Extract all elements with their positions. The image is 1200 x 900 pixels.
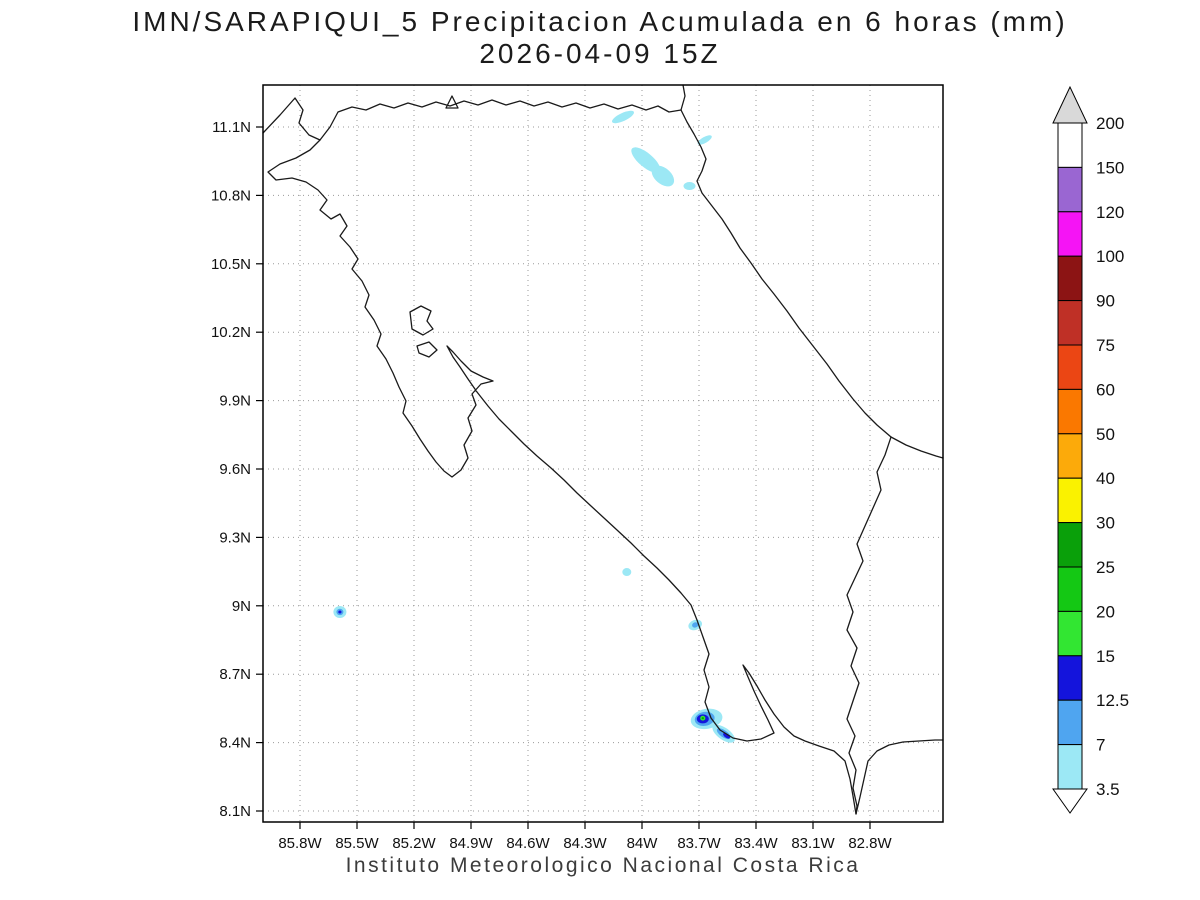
colorbar-level-label: 50 [1096,425,1115,444]
x-tick-label: 85.2W [392,835,436,852]
precip-cell [622,568,632,577]
colorbar-level-label: 75 [1096,336,1115,355]
nicaragua-border-line [262,97,682,141]
colorbar-level-label: 90 [1096,292,1115,311]
precip-cell [611,110,635,124]
y-tick-label: 11.1N [212,119,251,136]
colorbar-level-label: 7 [1096,736,1105,755]
y-tick-label: 9N [232,598,251,615]
colorbar-level-label: 25 [1096,558,1115,577]
axis-labels: 85.8W 85.5W 85.2W 84.9W 84.6W 84.3W 84W 83.7W 83… [211,119,893,852]
figure-subtitle-datetime: 2026-04-09 15Z [479,38,721,69]
y-tick-label: 8.1N [219,803,251,820]
precip-cell [701,717,704,720]
x-tick-label: 85.5W [335,835,379,852]
grid-layer [263,85,943,822]
colorbar-segment [1057,433,1083,479]
colorbar-segment [1057,522,1083,568]
x-tick-label: 84.9W [449,835,493,852]
colorbar-segment [1057,388,1083,435]
colorbar-level-label: 100 [1096,247,1124,266]
colorbar-level-label: 200 [1096,114,1124,133]
precip-cell [683,182,696,191]
y-tick-label: 9.3N [219,529,251,546]
border-triangle-marker [445,95,459,109]
colorbar-arrow-top [1052,85,1088,124]
y-tick-label: 8.4N [219,735,251,752]
figure-caption: Instituto Meteorologico Nacional Costa R… [345,854,861,877]
panama-border-line [846,436,892,815]
colorbar-level-label: 30 [1096,514,1115,533]
x-tick-label: 82.8W [848,835,892,852]
colorbar-segment [1057,566,1083,612]
colorbar-arrow-bottom [1052,788,1088,814]
gulf-of-nicoya-island [409,305,434,336]
colorbar-level-label: 60 [1096,380,1115,399]
caribbean-coastline [680,109,944,459]
x-tick-label: 83.4W [734,835,778,852]
pacific-coastline [267,139,944,815]
y-tick-label: 10.2N [211,324,251,341]
precip-cell [692,622,699,628]
precipitation-cells-layer [333,110,735,743]
precip-cell [631,147,661,173]
colorbar-level-label: 120 [1096,203,1124,222]
colorbar-level-label: 3.5 [1096,780,1120,799]
y-tick-label: 9.9N [219,393,251,410]
colorbar-segment [1057,699,1083,746]
colorbar-segment [1057,610,1083,657]
colorbar-level-label: 40 [1096,469,1115,488]
colorbar-level-label: 15 [1096,647,1115,666]
x-tick-label: 84W [627,835,659,852]
colorbar-segment [1057,744,1083,790]
x-tick-label: 84.6W [506,835,550,852]
colorbar-segment [1057,122,1083,168]
colorbar-segment [1057,166,1083,213]
axis-ticks [256,126,871,829]
colorbar-segment [1057,300,1083,346]
colorbar-segment [1057,255,1083,302]
x-tick-label: 83.1W [791,835,835,852]
y-tick-label: 10.5N [211,256,251,273]
colorbar: 200 150 120 100 90 75 60 50 40 30 25 20 15 12.5 7 3.5 [1052,85,1129,814]
precip-cell [723,732,731,739]
colorbar-segment [1057,477,1083,524]
plot-border [262,84,944,823]
x-tick-label: 83.7W [677,835,721,852]
colorbar-level-label: 150 [1096,158,1124,177]
x-tick-label: 84.3W [563,835,607,852]
x-tick-label: 85.8W [278,835,322,852]
colorbar-segment [1057,655,1083,701]
colorbar-segment [1057,344,1083,390]
y-tick-label: 9.6N [219,461,251,478]
colorbar-level-label: 20 [1096,602,1115,621]
figure-title: IMN/SARAPIQUI_5 Precipitacion Acumulada … [132,6,1068,37]
y-tick-label: 8.7N [219,666,251,683]
nicaragua-caribbean-coast [680,84,686,111]
colorbar-segment [1057,211,1083,257]
colorbar-level-label: 12.5 [1096,691,1129,710]
precip-cell [338,610,342,614]
gulf-of-nicoya-island-2 [416,341,438,358]
y-tick-label: 10.8N [211,187,251,204]
precip-cell [651,165,675,187]
precip-cell [697,135,712,145]
coastline-layer [262,84,944,815]
